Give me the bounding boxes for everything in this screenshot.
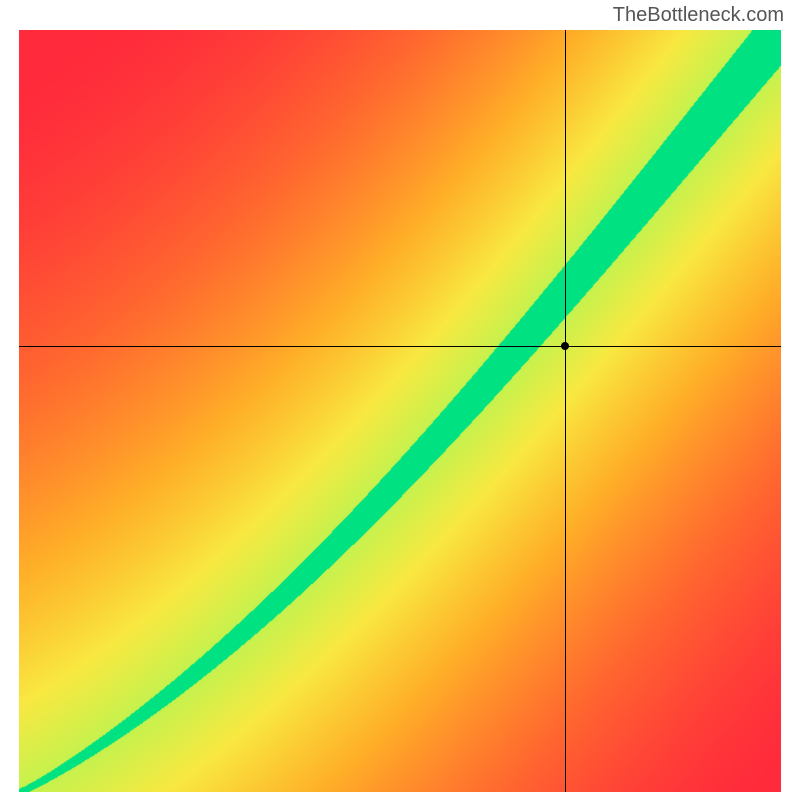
crosshair-horizontal [19,346,781,347]
heatmap-plot [19,30,781,792]
crosshair-dot [561,342,569,350]
crosshair-vertical [565,30,566,792]
chart-container: TheBottleneck.com [0,0,800,800]
watermark-text: TheBottleneck.com [613,4,784,27]
heatmap-canvas [19,30,781,792]
